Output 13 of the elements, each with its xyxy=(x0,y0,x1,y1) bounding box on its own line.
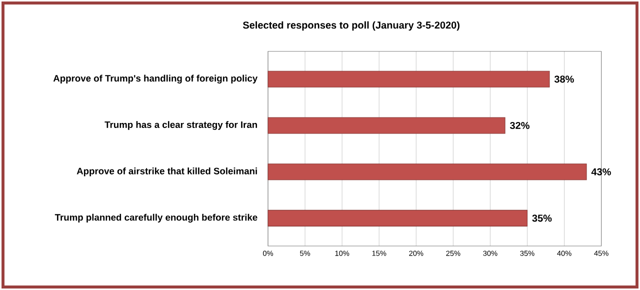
chart-title: Selected responses to poll (January 3-5-2020) xyxy=(242,21,460,31)
data-label: 38% xyxy=(554,76,574,83)
bar xyxy=(268,117,506,134)
bar xyxy=(268,210,528,226)
bar xyxy=(268,70,550,88)
data-label: 32% xyxy=(510,122,530,130)
bar xyxy=(268,164,587,180)
y-tick-label: Approve of Trump's handling of foreign policy xyxy=(53,74,258,84)
y-tick-label: Trump planned carefully enough before strike xyxy=(54,214,258,223)
data-label: 35% xyxy=(532,214,552,222)
y-tick-label: Trump has a clear strategy for Iran xyxy=(104,121,257,130)
data-label: 43% xyxy=(591,168,611,176)
y-tick-label: Approve of airstrike that killed Soleimani xyxy=(76,168,257,176)
